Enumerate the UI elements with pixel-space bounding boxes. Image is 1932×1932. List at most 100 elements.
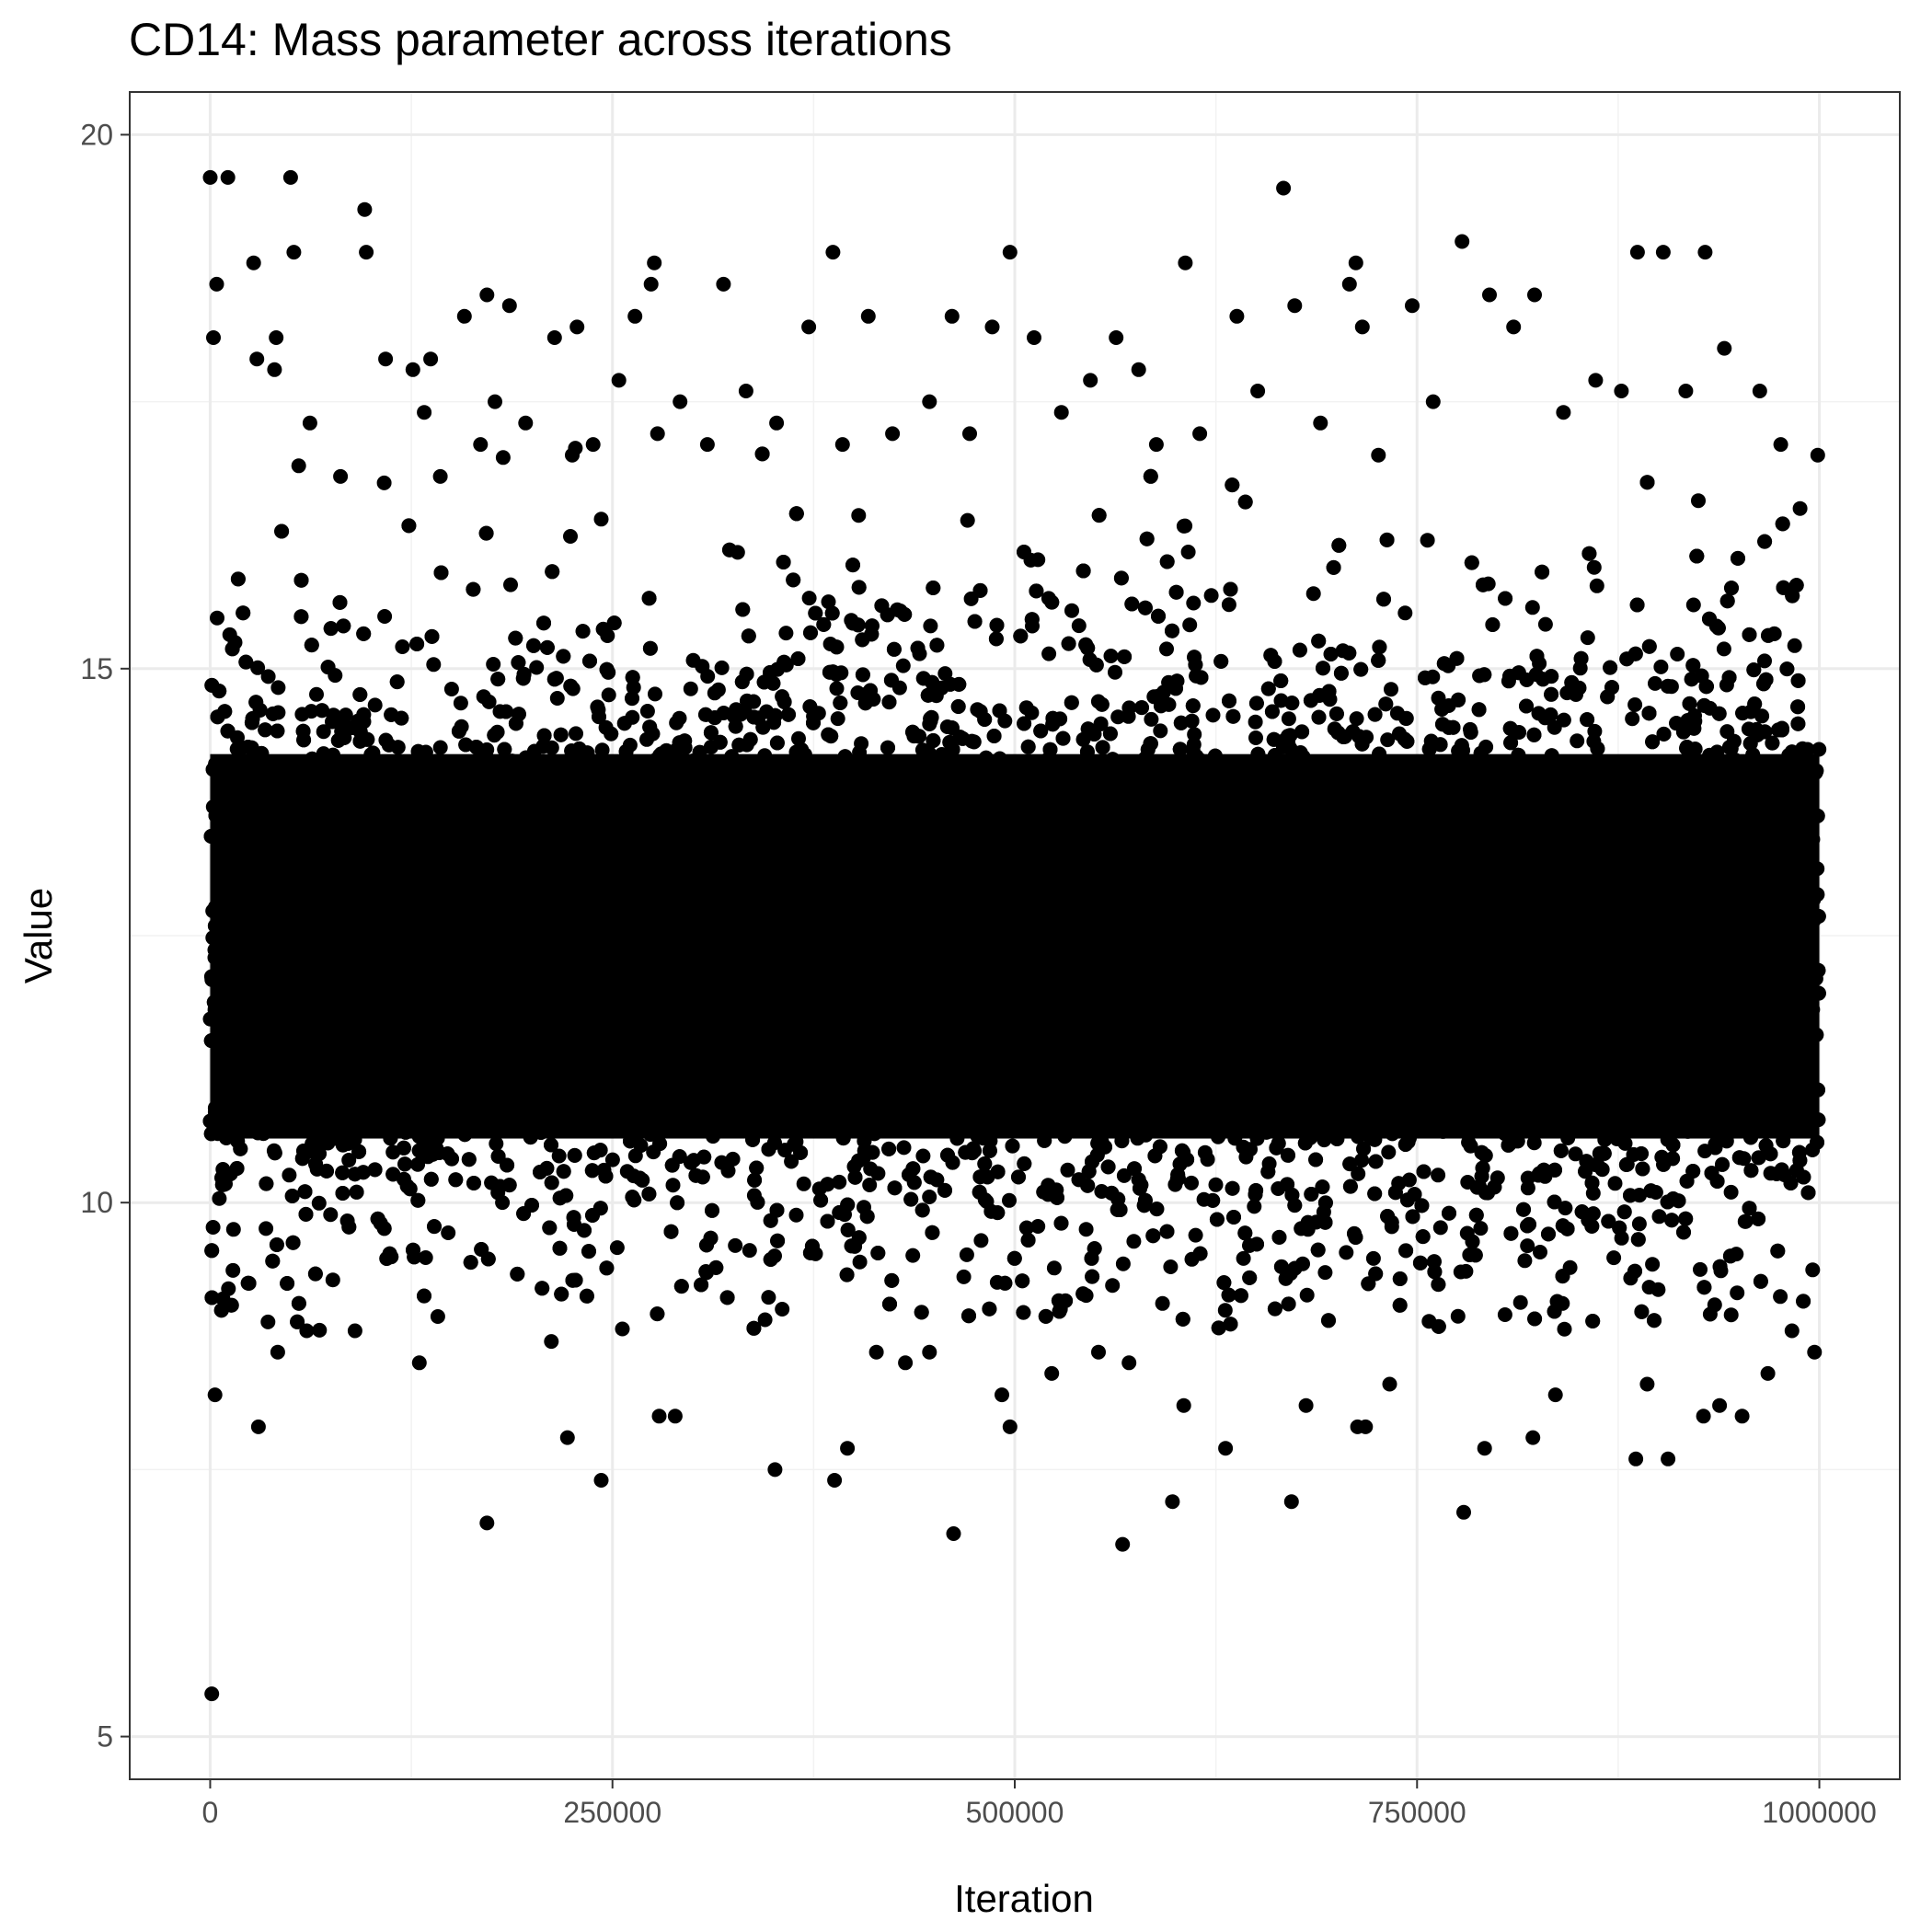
trace-point — [1716, 641, 1731, 657]
trace-point — [1737, 1213, 1753, 1229]
trace-point — [285, 1113, 301, 1129]
trace-point — [789, 793, 805, 809]
trace-point — [586, 1083, 601, 1098]
trace-point — [1473, 1221, 1489, 1236]
trace-point — [1754, 871, 1770, 887]
trace-point — [445, 862, 461, 878]
trace-point — [316, 724, 331, 740]
trace-point — [1691, 493, 1706, 509]
trace-point — [915, 1148, 931, 1164]
trace-point — [1200, 1152, 1215, 1167]
trace-point — [1085, 824, 1100, 840]
trace-point — [757, 1312, 773, 1328]
trace-point — [426, 657, 442, 673]
trace-point — [1723, 1184, 1739, 1200]
trace-point — [503, 577, 518, 592]
trace-point — [569, 726, 583, 742]
trace-point — [900, 781, 914, 797]
trace-point — [1158, 1039, 1174, 1054]
trace-point — [1002, 1192, 1017, 1208]
trace-point — [1726, 788, 1742, 804]
trace-point — [1150, 1091, 1166, 1107]
trace-point — [636, 946, 651, 960]
trace-point — [1754, 708, 1770, 724]
trace-point — [225, 1222, 241, 1237]
trace-point — [1503, 1073, 1519, 1088]
trace-point — [1211, 1129, 1226, 1144]
trace-point — [934, 995, 949, 1010]
trace-point — [601, 687, 616, 703]
trace-point — [1432, 1220, 1448, 1236]
trace-point — [829, 681, 845, 696]
trace-point — [529, 660, 545, 675]
trace-point — [1466, 757, 1482, 773]
trace-point — [1351, 1166, 1366, 1181]
trace-point — [1653, 659, 1669, 674]
trace-point — [1248, 730, 1263, 745]
trace-point — [1064, 603, 1079, 618]
trace-point — [282, 1167, 297, 1183]
trace-point — [896, 1140, 912, 1156]
trace-point — [520, 819, 535, 834]
trace-point — [1365, 1250, 1381, 1266]
trace-point — [1381, 1144, 1397, 1160]
trace-point — [259, 1221, 274, 1236]
trace-point — [1248, 714, 1263, 730]
trace-point — [538, 908, 554, 924]
trace-point — [1537, 616, 1553, 632]
trace-point — [1197, 801, 1213, 817]
trace-point — [425, 1084, 441, 1099]
trace-point — [1774, 1162, 1789, 1178]
trace-point — [1105, 1278, 1121, 1294]
trace-point — [854, 736, 869, 752]
trace-point — [1491, 764, 1507, 779]
trace-point — [609, 1240, 625, 1256]
trace-point — [486, 657, 501, 672]
trace-point — [1117, 1054, 1133, 1070]
trace-point — [1427, 1066, 1443, 1081]
trace-point — [1787, 638, 1802, 653]
trace-point — [325, 1272, 340, 1288]
trace-point — [495, 1195, 511, 1211]
trace-point — [1455, 825, 1470, 841]
trace-point — [949, 1131, 965, 1146]
trace-point — [1057, 1129, 1073, 1144]
trace-point — [1380, 732, 1396, 748]
trace-point — [373, 758, 388, 773]
trace-point — [410, 1156, 426, 1172]
trace-point — [1431, 690, 1446, 706]
trace-point — [1236, 1121, 1251, 1136]
trace-point — [1589, 578, 1604, 593]
trace-point — [1317, 1133, 1332, 1148]
trace-point — [1039, 983, 1054, 998]
trace-point — [1467, 1094, 1483, 1110]
trace-point — [1082, 877, 1098, 892]
trace-point — [922, 1190, 937, 1204]
trace-point — [905, 1248, 921, 1263]
trace-point — [1102, 829, 1117, 845]
trace-point — [755, 1038, 771, 1053]
trace-point — [1381, 1100, 1397, 1116]
trace-point — [1606, 1250, 1622, 1266]
trace-point — [1078, 1222, 1094, 1237]
trace-point — [378, 732, 394, 748]
trace-point — [909, 939, 925, 955]
trace-point — [1684, 1009, 1699, 1025]
trace-point — [695, 659, 710, 674]
trace-point — [1671, 981, 1686, 996]
trace-point — [443, 1082, 459, 1098]
trace-point — [1625, 711, 1640, 727]
trace-point — [1520, 1180, 1535, 1196]
trace-point — [1558, 1201, 1573, 1216]
trace-point — [1024, 705, 1040, 720]
trace-point — [312, 1322, 328, 1338]
trace-point — [1465, 817, 1480, 833]
trace-point — [1641, 1280, 1657, 1295]
trace-point — [310, 949, 326, 965]
trace-point — [1281, 711, 1296, 727]
trace-point — [558, 1036, 573, 1052]
trace-point — [830, 711, 845, 727]
trace-point — [619, 1164, 635, 1179]
trace-point — [1121, 1028, 1137, 1043]
trace-point — [373, 775, 388, 790]
